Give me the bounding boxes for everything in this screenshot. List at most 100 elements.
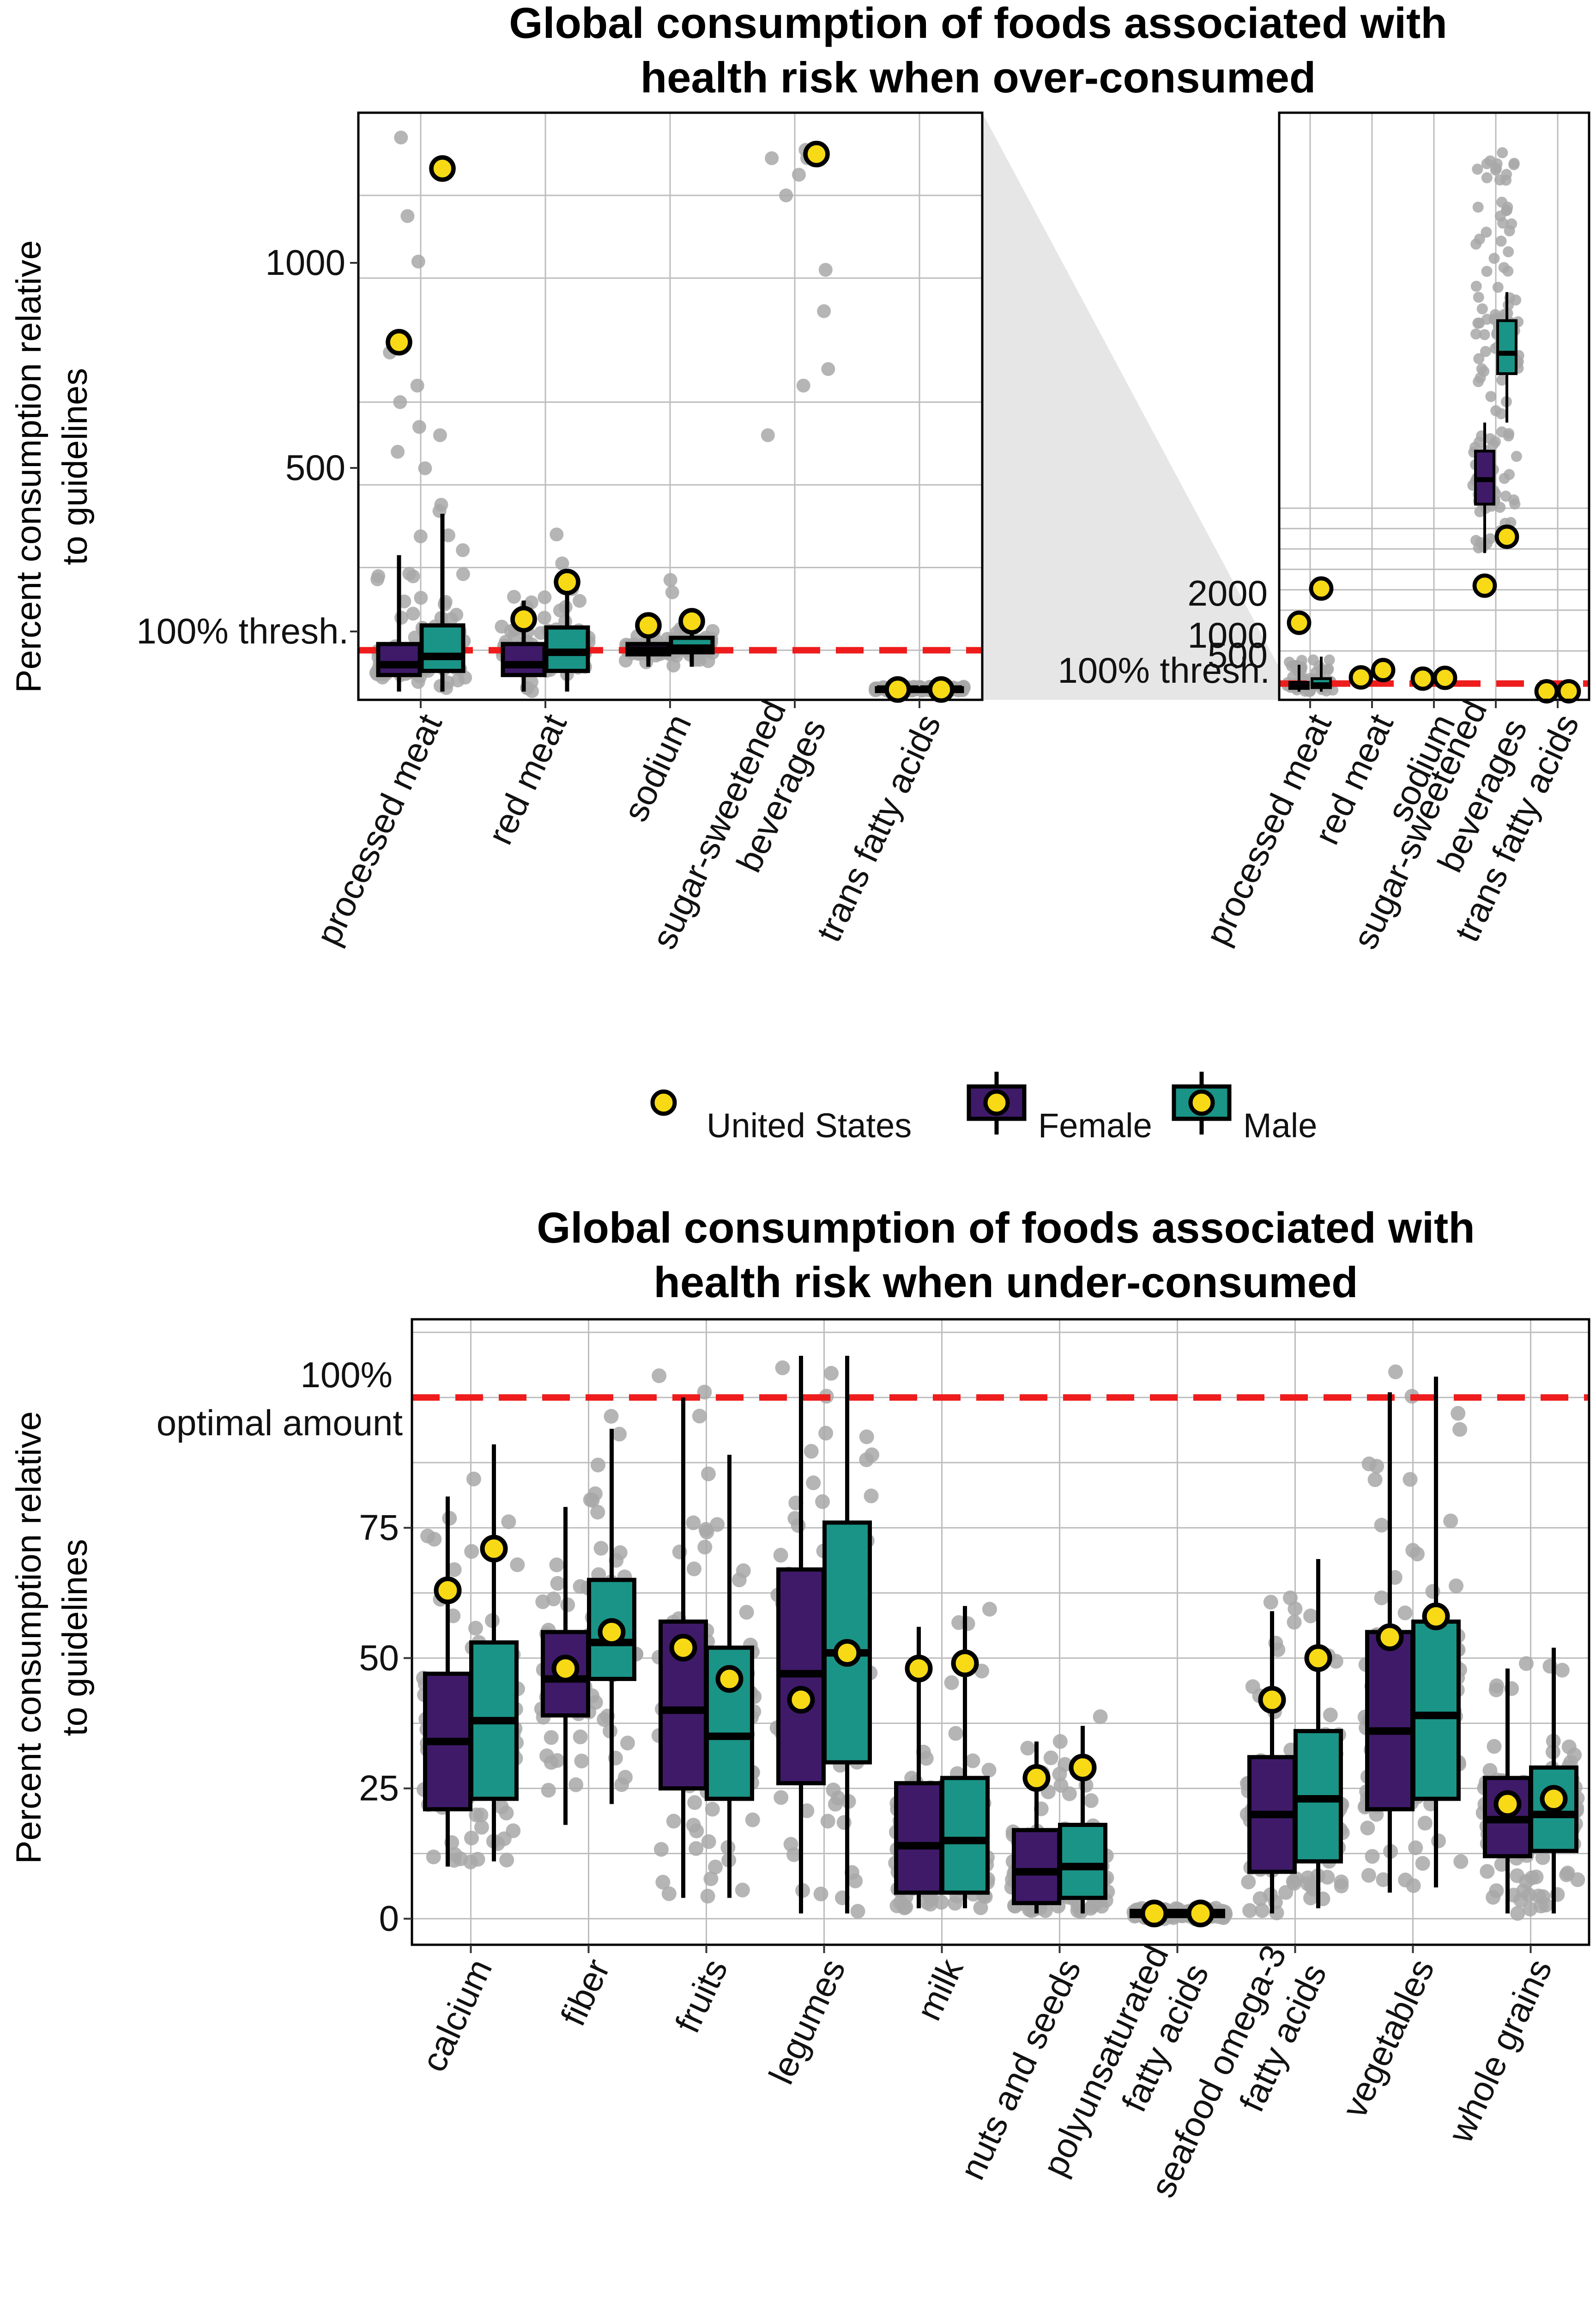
us-point bbox=[551, 1654, 580, 1682]
us-point bbox=[598, 1618, 626, 1646]
us-point bbox=[928, 676, 955, 703]
under-jitter-point bbox=[1518, 1656, 1534, 1671]
under-jitter-point bbox=[774, 1790, 789, 1805]
under-box-female bbox=[776, 1355, 826, 1914]
under-threshold-label-line1: 100% bbox=[301, 1354, 393, 1395]
under-y-axis-title-line2: to guidelines bbox=[55, 1539, 95, 1736]
zoom-jitter-point bbox=[1473, 353, 1485, 364]
zoom-boxes bbox=[1288, 292, 1517, 692]
under-y-axis-title: Percent consumption relative to guidelin… bbox=[9, 1411, 95, 1864]
legend-us-label: United States bbox=[707, 1106, 912, 1145]
us-point bbox=[951, 1649, 979, 1677]
over-jitter-point bbox=[538, 590, 552, 605]
us-point bbox=[1422, 1602, 1450, 1631]
under-jitter-point bbox=[1038, 1903, 1053, 1918]
us-point bbox=[884, 676, 911, 703]
over-y-axis-title-line2: to guidelines bbox=[55, 368, 95, 565]
under-jitter-point bbox=[535, 1594, 550, 1609]
under-jitter-point bbox=[699, 1524, 714, 1540]
zoom-jitter-point bbox=[1472, 201, 1484, 213]
zoom-threshold-label: 100% thresh. bbox=[1058, 650, 1270, 691]
under-jitter-point bbox=[593, 1541, 609, 1556]
under-jitter-point bbox=[590, 1505, 605, 1520]
zoom-jitter-point bbox=[1470, 328, 1482, 340]
over-y-axis: 1000 500 100% thresh. bbox=[136, 242, 358, 651]
zoom-jitter-point bbox=[1504, 225, 1515, 237]
under-jitter-point bbox=[1376, 1872, 1391, 1887]
under-jitter-point bbox=[1408, 1840, 1423, 1856]
under-ytick-label: 50 bbox=[359, 1637, 399, 1678]
zoom-jitter-point bbox=[1484, 433, 1496, 444]
box-iqr bbox=[501, 642, 547, 677]
over-jitter-point bbox=[701, 654, 715, 668]
under-jitter-point bbox=[544, 1730, 559, 1745]
legend-us-marker bbox=[650, 1089, 677, 1116]
over-chart-title-line1: Global consumption of foods associated w… bbox=[509, 0, 1447, 47]
under-jitter-point bbox=[1453, 1854, 1469, 1869]
zoom-jitter-point bbox=[1497, 147, 1508, 158]
under-jitter-point bbox=[806, 1475, 821, 1491]
zoom-jitter-point bbox=[1491, 163, 1502, 174]
under-plot-frame bbox=[411, 1318, 1590, 1946]
us-point bbox=[1433, 665, 1457, 690]
us-point bbox=[1069, 1754, 1097, 1782]
under-box-male bbox=[1411, 1377, 1461, 1887]
us-point bbox=[1540, 1785, 1568, 1813]
over-jitter-point bbox=[412, 420, 426, 434]
zoom-jitter-point bbox=[1485, 391, 1497, 402]
under-jitter-point bbox=[787, 1511, 803, 1526]
box-iqr bbox=[1529, 1765, 1578, 1853]
under-jitter-point bbox=[597, 1712, 612, 1727]
under-jitter-point bbox=[666, 1814, 681, 1829]
us-point bbox=[1556, 679, 1581, 704]
over-jitter-point bbox=[555, 556, 569, 570]
under-jitter-point bbox=[447, 1562, 462, 1577]
under-jitter-point bbox=[705, 1802, 720, 1817]
under-jitter-point bbox=[708, 1859, 723, 1875]
under-jitter-point bbox=[1367, 1472, 1383, 1487]
over-jitter-point bbox=[393, 395, 407, 409]
under-jitter-point bbox=[701, 1834, 716, 1849]
under-jitter-point bbox=[1093, 1709, 1108, 1724]
zoom-y-axis: 2000 1000 500 100% thresh. bbox=[1058, 573, 1270, 691]
us-point bbox=[635, 612, 662, 639]
us-point bbox=[803, 140, 830, 168]
zoom-jitter-point bbox=[1502, 265, 1514, 277]
under-jitter-point bbox=[1405, 1543, 1421, 1558]
over-chart-title-line2: health risk when over-consumed bbox=[641, 53, 1316, 102]
under-consumed-chart: Global consumption of foods associated w… bbox=[9, 1203, 1590, 2203]
under-jitter-point bbox=[1398, 1872, 1413, 1887]
zoom-box-female bbox=[1288, 665, 1310, 692]
zoom-jitter-point bbox=[1479, 329, 1490, 340]
under-us-points bbox=[434, 1535, 1568, 1928]
under-jitter-point bbox=[1062, 1786, 1077, 1802]
under-box-male bbox=[1294, 1559, 1343, 1909]
under-jitter-point bbox=[618, 1770, 633, 1785]
over-box-male bbox=[544, 571, 590, 692]
under-jitter-point bbox=[703, 1871, 719, 1887]
under-ytick-label: 75 bbox=[359, 1507, 399, 1547]
zoom-jitter-point bbox=[1508, 159, 1520, 170]
under-jitter-point bbox=[1538, 1898, 1554, 1913]
over-jitter-point bbox=[553, 603, 567, 618]
under-jitter-point bbox=[464, 1544, 479, 1559]
us-point bbox=[434, 1576, 462, 1604]
zoom-jitter-point bbox=[1496, 196, 1508, 208]
under-jitter-point bbox=[1252, 1891, 1268, 1906]
us-point bbox=[554, 569, 580, 595]
over-jitter-point bbox=[765, 151, 779, 165]
zoom-jitter-point bbox=[1322, 664, 1334, 676]
under-jitter-point bbox=[494, 1799, 509, 1814]
under-jitter-point bbox=[687, 1795, 702, 1810]
under-jitter-point bbox=[560, 1597, 575, 1613]
under-jitter-point bbox=[689, 1841, 704, 1856]
over-jitter-point bbox=[796, 378, 810, 393]
under-jitter-point bbox=[1323, 1707, 1338, 1723]
us-point bbox=[1186, 1899, 1215, 1928]
us-point bbox=[1493, 1790, 1522, 1818]
zoom-jitter-point bbox=[1509, 498, 1521, 510]
legend-male-label: Male bbox=[1243, 1106, 1317, 1145]
under-jitter-point bbox=[919, 1751, 934, 1766]
under-jitter-point bbox=[1524, 1870, 1540, 1886]
